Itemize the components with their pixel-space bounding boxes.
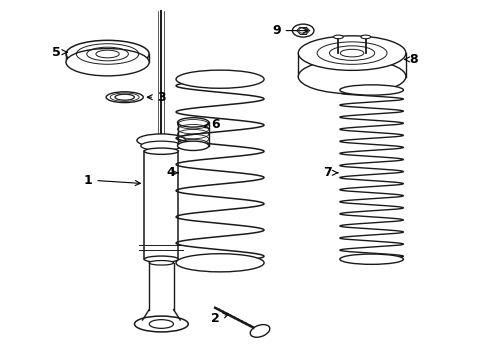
Ellipse shape — [298, 59, 405, 94]
Text: 2: 2 — [210, 312, 228, 325]
Polygon shape — [298, 53, 405, 77]
Ellipse shape — [134, 316, 188, 332]
Ellipse shape — [137, 134, 185, 147]
Ellipse shape — [250, 325, 269, 337]
Text: 8: 8 — [404, 53, 417, 66]
Ellipse shape — [144, 148, 178, 154]
Ellipse shape — [66, 49, 149, 76]
Ellipse shape — [144, 256, 178, 262]
Ellipse shape — [339, 85, 403, 95]
Text: 3: 3 — [147, 91, 165, 104]
Text: 7: 7 — [323, 166, 337, 179]
Text: 1: 1 — [83, 174, 140, 186]
Ellipse shape — [176, 254, 264, 272]
Ellipse shape — [149, 261, 173, 265]
Ellipse shape — [141, 141, 182, 150]
Text: 9: 9 — [271, 24, 307, 37]
Ellipse shape — [333, 35, 343, 39]
Ellipse shape — [106, 92, 143, 103]
Ellipse shape — [177, 141, 208, 150]
Ellipse shape — [177, 118, 208, 127]
Ellipse shape — [360, 35, 370, 39]
Polygon shape — [149, 263, 173, 310]
Text: 5: 5 — [52, 46, 67, 59]
Text: 4: 4 — [166, 166, 178, 179]
Ellipse shape — [298, 36, 405, 71]
Ellipse shape — [66, 40, 149, 68]
Text: 6: 6 — [203, 118, 219, 131]
Ellipse shape — [176, 70, 264, 88]
Polygon shape — [144, 151, 178, 259]
Ellipse shape — [292, 24, 313, 37]
Ellipse shape — [339, 254, 403, 264]
